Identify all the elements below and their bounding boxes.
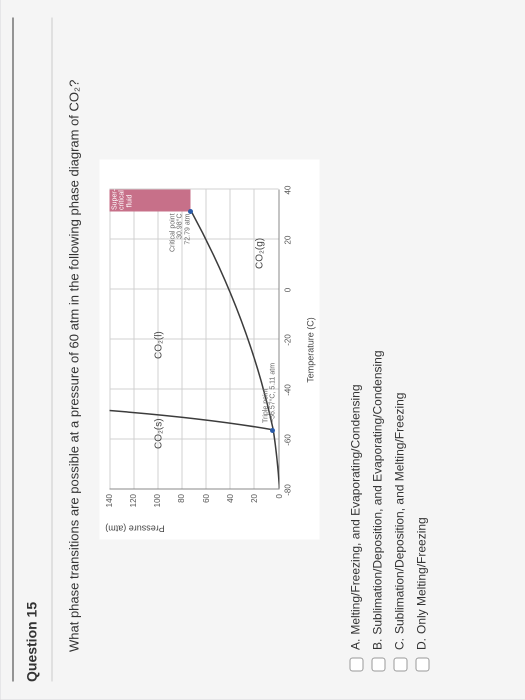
x-axis-label: Temperature (C) [305, 317, 315, 383]
question-prompt: What phase transitions are possible at a… [52, 18, 91, 682]
answer-list: A. Melting/Freezing, and Evaporating/Cond… [333, 18, 429, 682]
answer-option-b[interactable]: B. Sublimation/Deposition, and Evaporatin… [370, 28, 385, 672]
ytick: 20 [250, 494, 259, 516]
answer-text: Only Melting/Freezing [414, 517, 428, 634]
xtick: -60 [283, 434, 292, 446]
answer-text: Sublimation/Deposition, and Melting/Free… [392, 393, 406, 634]
supercritical-region: Super- critical fluid [109, 190, 190, 212]
answer-letter: A. [348, 639, 362, 650]
phase-boundaries [109, 189, 279, 489]
checkbox-icon[interactable] [393, 658, 407, 672]
xtick: 40 [283, 186, 292, 195]
liquid-region-label: CO₂(l) [153, 331, 164, 359]
xtick: 0 [283, 288, 292, 292]
answer-option-a[interactable]: A. Melting/Freezing, and Evaporating/Cond… [348, 28, 363, 672]
answer-text: Melting/Freezing, and Evaporating/Conden… [348, 385, 362, 635]
answer-letter: C. [392, 638, 406, 650]
question-number: Question 15 [12, 18, 52, 682]
triple-point-dot [270, 428, 275, 433]
xtick: -80 [283, 484, 292, 496]
xtick: 20 [283, 236, 292, 245]
plot-area: Super- critical fluid CO₂(s) CO₂(l) CO₂(… [109, 190, 279, 490]
ytick: 0 [275, 494, 284, 516]
ytick: 140 [105, 494, 114, 516]
ytick: 100 [153, 494, 162, 516]
ytick: 40 [226, 494, 235, 516]
triple-point-label: Triple point −56.57°C, 5.11 atm [262, 363, 277, 423]
checkbox-icon[interactable] [349, 658, 363, 672]
xtick: -40 [283, 384, 292, 396]
scf-label: Super- critical fluid [111, 189, 133, 210]
xtick: -20 [283, 334, 292, 346]
y-axis-label: Pressure (atm) [105, 524, 165, 534]
critical-point-label: Critical point 30.98°C 72.79 atm [169, 213, 192, 252]
solid-region-label: CO₂(s) [153, 418, 164, 449]
answer-option-d[interactable]: D. Only Melting/Freezing [414, 28, 429, 672]
checkbox-icon[interactable] [371, 658, 385, 672]
ytick: 120 [129, 494, 138, 516]
answer-letter: B. [370, 639, 384, 650]
answer-option-c[interactable]: C. Sublimation/Deposition, and Melting/Fr… [392, 28, 407, 672]
ytick: 60 [202, 494, 211, 516]
checkbox-icon[interactable] [415, 658, 429, 672]
answer-text: Sublimation/Deposition, and Evaporating/… [370, 350, 384, 634]
ytick: 80 [177, 494, 186, 516]
gas-region-label: CO₂(g) [254, 238, 265, 269]
phase-diagram: Pressure (atm) Temperature (C) Super- cr… [99, 160, 319, 540]
answer-letter: D. [414, 638, 428, 650]
